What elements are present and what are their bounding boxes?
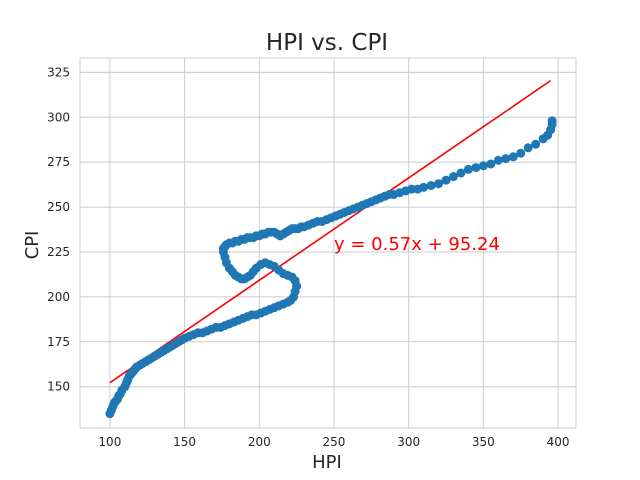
y-tick-label: 250 [47, 200, 70, 214]
data-point [441, 175, 451, 185]
regression-line [109, 79, 552, 384]
data-point [448, 172, 458, 182]
data-point [516, 148, 526, 158]
data-point [434, 179, 444, 189]
tick-labels: 100 150 200 250 300 350 400 150 175 200 225 250 275 3… [47, 65, 569, 449]
data-point [426, 181, 436, 191]
data-point [508, 152, 518, 162]
regression-layer [109, 79, 552, 384]
data-points [105, 116, 557, 419]
x-tick-label: 350 [472, 435, 495, 449]
x-tick-label: 400 [547, 435, 570, 449]
data-point [501, 154, 511, 164]
x-axis-label: HPI [312, 452, 342, 473]
regression-equation-label: y = 0.57x + 95.24 [334, 234, 500, 255]
chart-title: HPI vs. CPI [266, 30, 388, 56]
y-axis-label: CPI [22, 231, 43, 260]
data-point [478, 161, 488, 171]
data-point [547, 116, 557, 126]
data-point [493, 155, 503, 165]
data-point [486, 159, 496, 169]
x-tick-label: 150 [173, 435, 196, 449]
x-tick-label: 250 [323, 435, 346, 449]
y-tick-label: 225 [47, 245, 70, 259]
y-tick-label: 325 [47, 65, 70, 79]
x-tick-label: 200 [248, 435, 271, 449]
y-tick-label: 275 [47, 155, 70, 169]
data-point [463, 164, 473, 174]
data-point [419, 182, 429, 192]
data-point [471, 163, 481, 173]
data-point [531, 139, 541, 149]
y-tick-label: 175 [47, 335, 70, 349]
grid-lines [79, 57, 577, 429]
x-tick-label: 300 [397, 435, 420, 449]
y-tick-label: 150 [47, 380, 70, 394]
plot-frame [79, 57, 577, 429]
x-tick-label: 100 [98, 435, 121, 449]
data-point [456, 168, 466, 178]
y-tick-label: 200 [47, 290, 70, 304]
y-tick-label: 300 [47, 110, 70, 124]
data-point [523, 143, 533, 153]
